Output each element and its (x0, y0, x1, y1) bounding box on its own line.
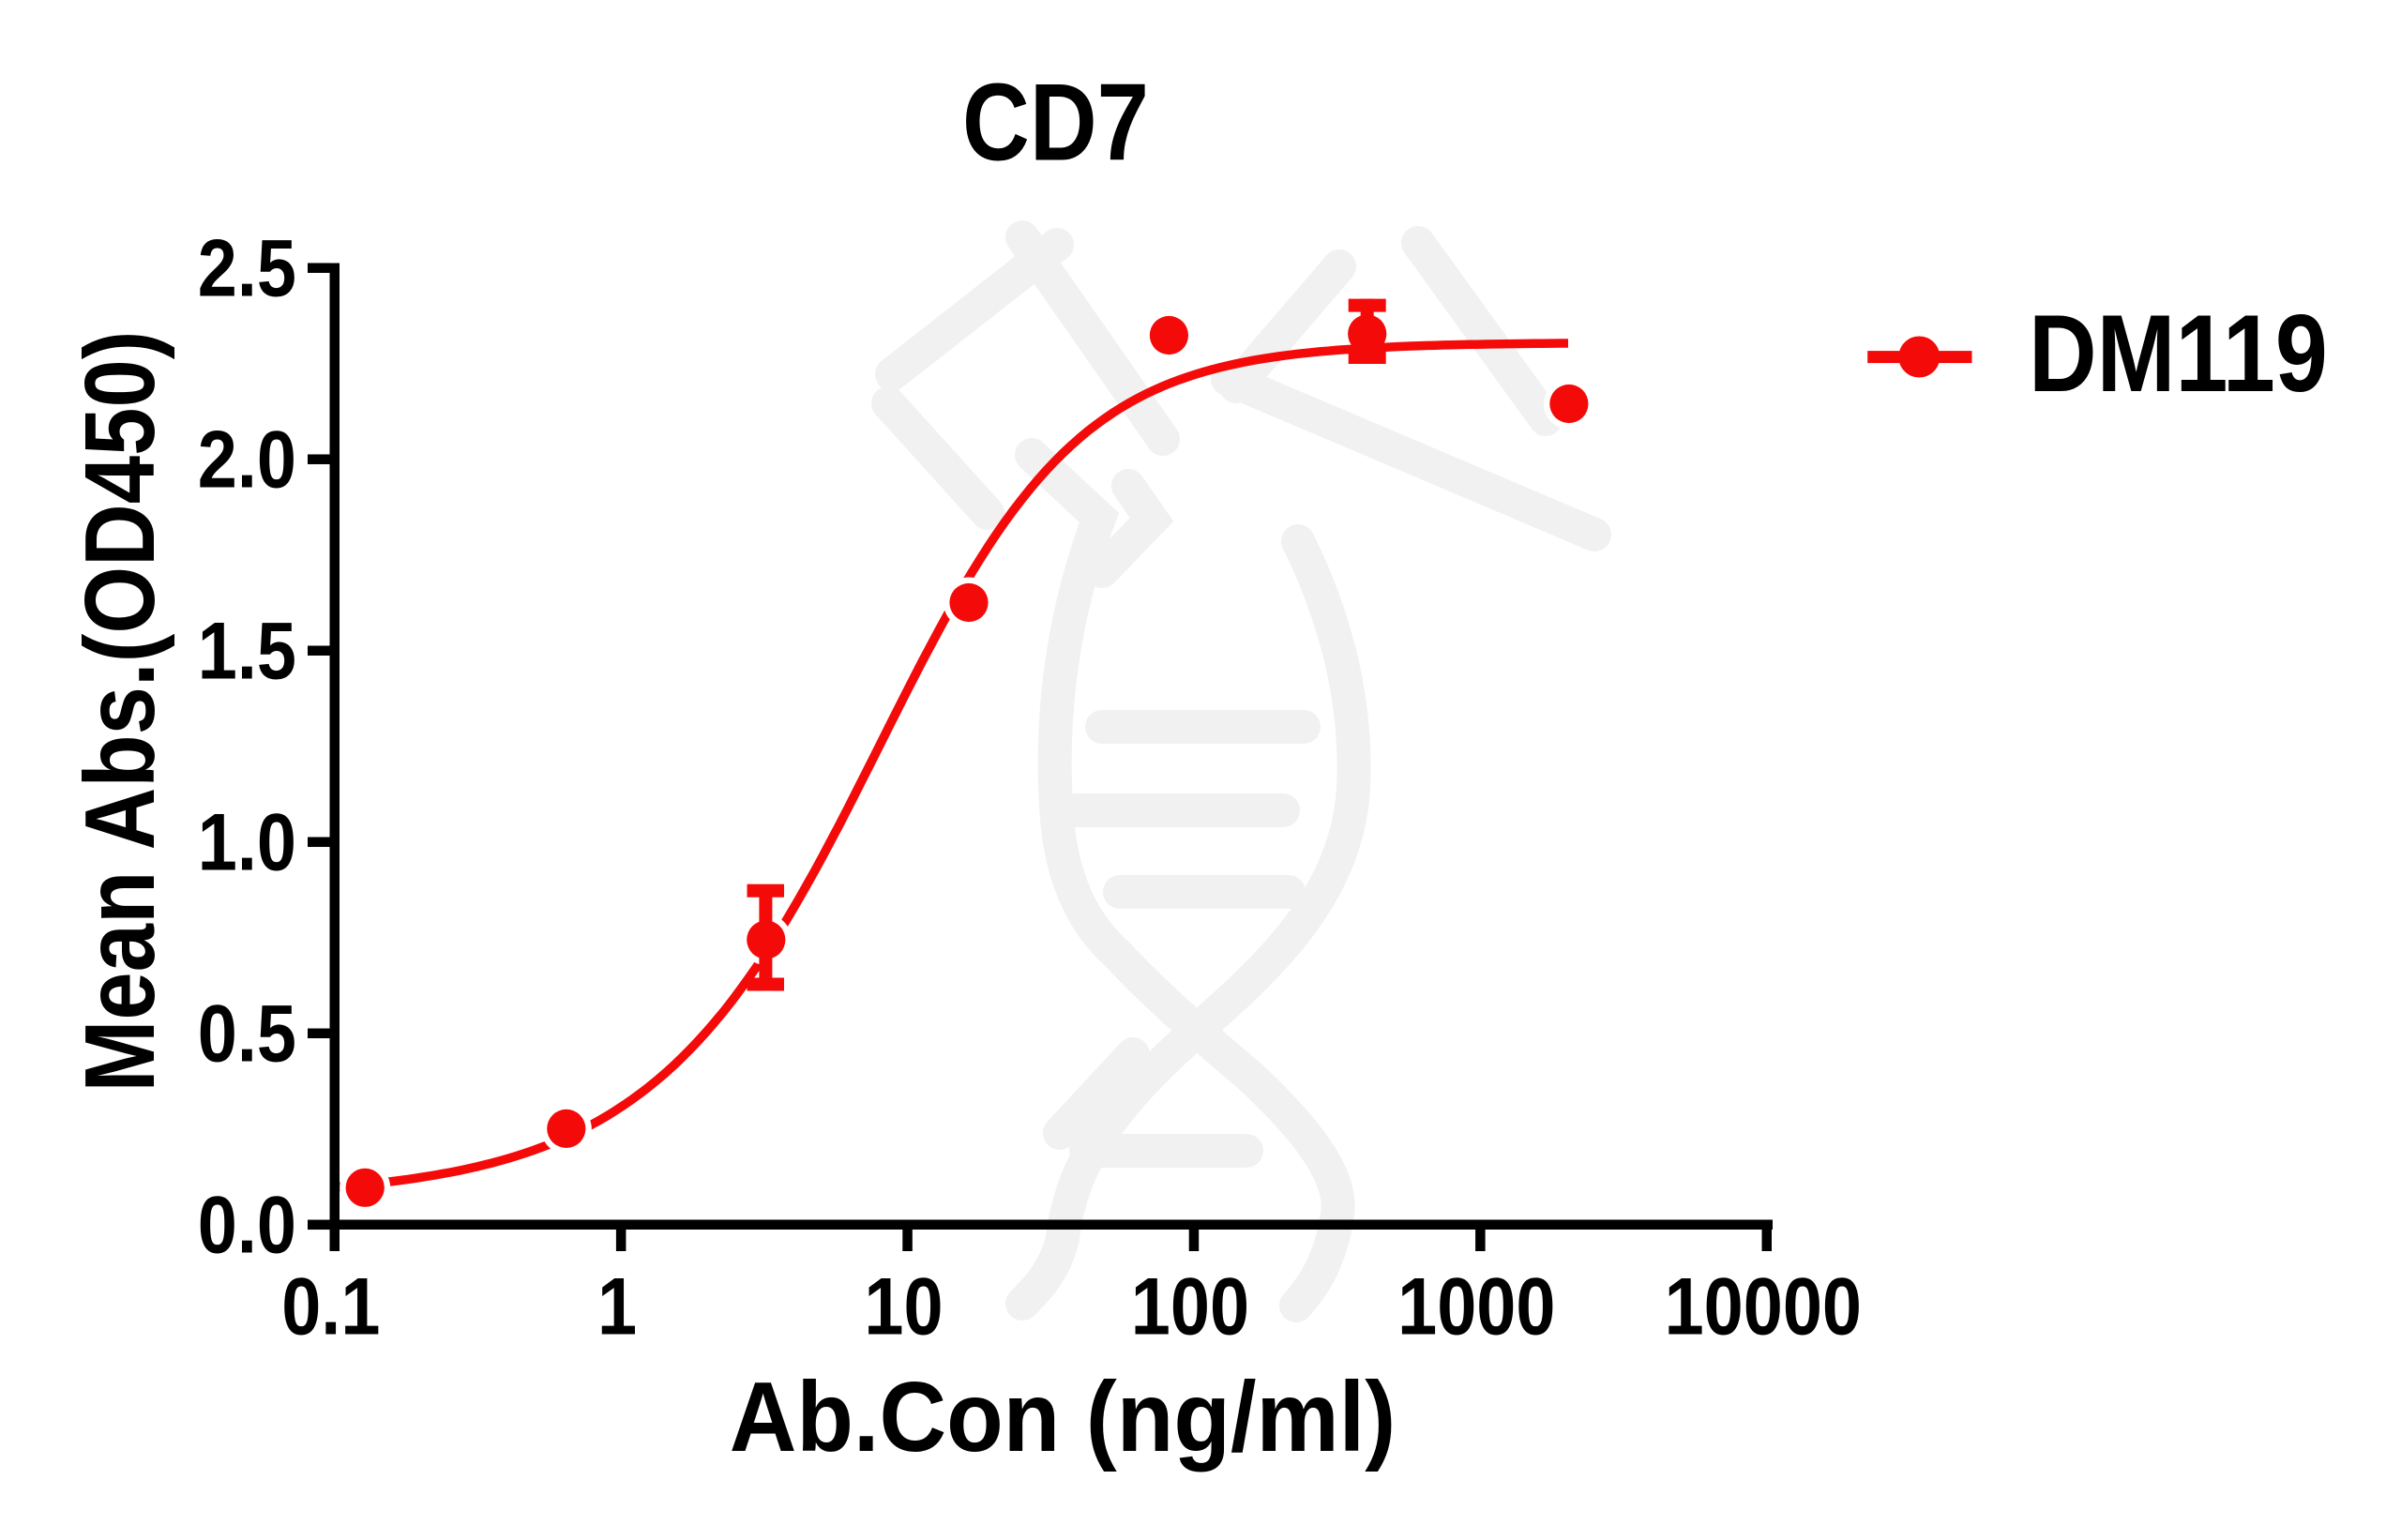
svg-text:1: 1 (597, 1262, 637, 1352)
svg-text:1000: 1000 (1397, 1262, 1555, 1352)
svg-text:0.5: 0.5 (198, 989, 296, 1080)
svg-text:0.1: 0.1 (281, 1262, 380, 1352)
svg-text:10: 10 (864, 1262, 943, 1352)
svg-text:1.5: 1.5 (198, 607, 296, 697)
svg-text:Mean Abs.(OD450): Mean Abs.(OD450) (65, 330, 175, 1092)
svg-text:CD7: CD7 (962, 62, 1149, 184)
svg-text:10000: 10000 (1665, 1262, 1862, 1352)
svg-text:100: 100 (1131, 1262, 1249, 1352)
svg-text:2.5: 2.5 (198, 224, 296, 314)
svg-text:DM119: DM119 (2029, 293, 2328, 415)
svg-text:2.0: 2.0 (198, 415, 296, 506)
svg-text:1.0: 1.0 (198, 798, 296, 888)
svg-text:0.0: 0.0 (198, 1181, 296, 1271)
svg-text:Ab.Con (ng/ml): Ab.Con (ng/ml) (730, 1361, 1397, 1472)
